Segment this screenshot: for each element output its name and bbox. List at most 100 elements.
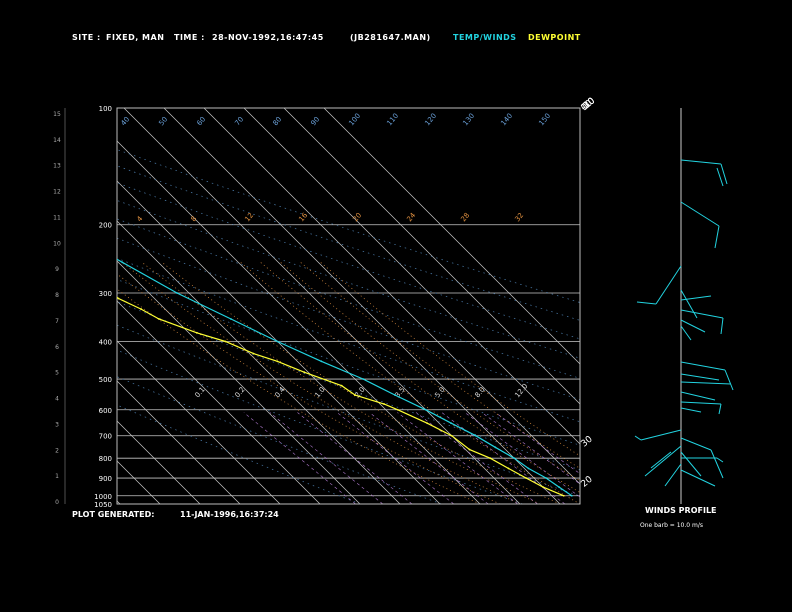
adiabat-label: 50 [157,115,169,127]
mixing-ratio-line [336,412,454,504]
winds-profile [634,108,734,504]
isotherm-right-label: 0 [580,102,591,114]
wind-barb [720,317,724,335]
dewpoint-point [340,384,343,387]
mixing-ratio-line [495,412,580,475]
moist-adiabat [117,273,501,504]
temperature-point [320,360,323,363]
dewpoint-point [562,494,565,497]
isotherm-line [163,108,561,504]
pressure-tick-label: 400 [99,338,112,346]
mixing-ratio-label: 12 [243,211,255,223]
height-tick-label: 11 [53,214,61,221]
wind-barb [636,301,657,305]
file-name: (JB281647.MAN) [350,33,431,42]
pressure-tick-label: 100 [99,105,112,113]
dry-adiabat [117,149,580,303]
isotherm-line [203,108,580,485]
mixing-ratio-label: 20 [351,211,363,223]
mixing-ratio-line [297,412,413,504]
wind-barb [680,381,732,385]
wind-barb [680,361,726,371]
site-value: FIXED, MAN [106,33,165,42]
dewpoint-point [276,360,279,363]
plot-generated-value: 11-JAN-1996,16:37:24 [180,510,279,519]
chart-series [12,196,573,497]
isotherm-line [117,180,441,504]
dewpoint-point [525,477,527,479]
temperature-point [394,394,397,397]
moist-adiabat [161,262,561,504]
adiabat-label: 80 [271,115,283,127]
dry-adiabat [117,349,523,504]
pressure-tick-label: 1000 [94,493,112,501]
mixing-ratio-label: 24 [405,211,417,223]
moist-adiabat [260,262,580,493]
height-tick-label: 0 [55,499,59,506]
mixing-ratio-label: 32 [513,211,525,223]
isotherm-line [0,108,80,504]
mixing-ratio-line [481,412,580,485]
dewpoint-point [102,286,104,288]
dewpoint-point [468,448,471,451]
legend-dew: DEWPOINT [528,33,581,42]
wind-barb [680,469,716,487]
site-label: SITE : [72,33,101,42]
height-tick-label: 13 [53,163,61,170]
isotherm-line [117,340,281,504]
dry-adiabat [117,324,580,497]
dewpoint-point [117,297,120,300]
mixing-ratio-line [243,412,356,504]
wind-barb [710,449,724,479]
pressure-tick-label: 700 [99,433,112,441]
mixing-ratio-label: 8 [189,215,198,224]
moist-adiabat [141,262,541,504]
wind-barb [680,401,722,405]
isotherm-line [117,300,321,504]
adiabat-label: 90 [309,115,321,127]
isotherm-line [117,260,361,504]
wind-barb [716,167,724,187]
isotherm-right-label: 20 [580,474,595,489]
adiabat-label: 110 [385,112,400,127]
dewpoint-point [31,247,33,249]
wind-barb [650,451,672,469]
wind-barb [655,265,682,305]
dewpoint-point [542,486,545,489]
temperature-point [12,196,14,198]
wind-barb [680,201,720,227]
chart-labels: 1002003004005006007008009001000105015141… [53,96,597,509]
wind-barb [724,369,734,391]
wind-barb [680,309,724,319]
dewpoint-point [224,340,227,343]
mixing-ratio-line [415,412,538,504]
adiabat-label: 150 [537,112,552,127]
temperature-point [276,340,279,343]
temperature-point [56,224,58,226]
wind-barb [680,295,712,301]
pressure-tick-label: 200 [99,222,112,230]
isotherm-line [243,108,580,445]
dewpoint-point [140,308,142,310]
height-tick-label: 6 [55,344,59,351]
time-value: 28-NOV-1992,16:47:45 [212,33,324,42]
temperature-point [545,477,547,479]
legend-temp: TEMP/WINDS [453,33,517,42]
pressure-tick-label: 800 [99,455,112,463]
mixing-ratio-label: 4 [135,214,144,223]
winds-profile-title: WINDS PROFILE [645,506,717,515]
adiabat-label: 100 [347,112,362,127]
height-tick-label: 3 [55,421,59,428]
temperature-line [117,258,573,497]
wind-barb [680,437,712,451]
height-tick-label: 9 [55,266,59,273]
dewpoint-point [383,403,385,405]
pressure-tick-label: 300 [99,290,112,298]
dry-adiabat [117,376,442,504]
adiabat-label: 140 [499,112,514,127]
height-tick-label: 10 [53,240,61,247]
temperature-point [570,494,573,497]
height-tick-label: 7 [55,318,59,325]
isotherm-line [117,220,401,504]
height-tick-label: 1 [55,473,59,480]
